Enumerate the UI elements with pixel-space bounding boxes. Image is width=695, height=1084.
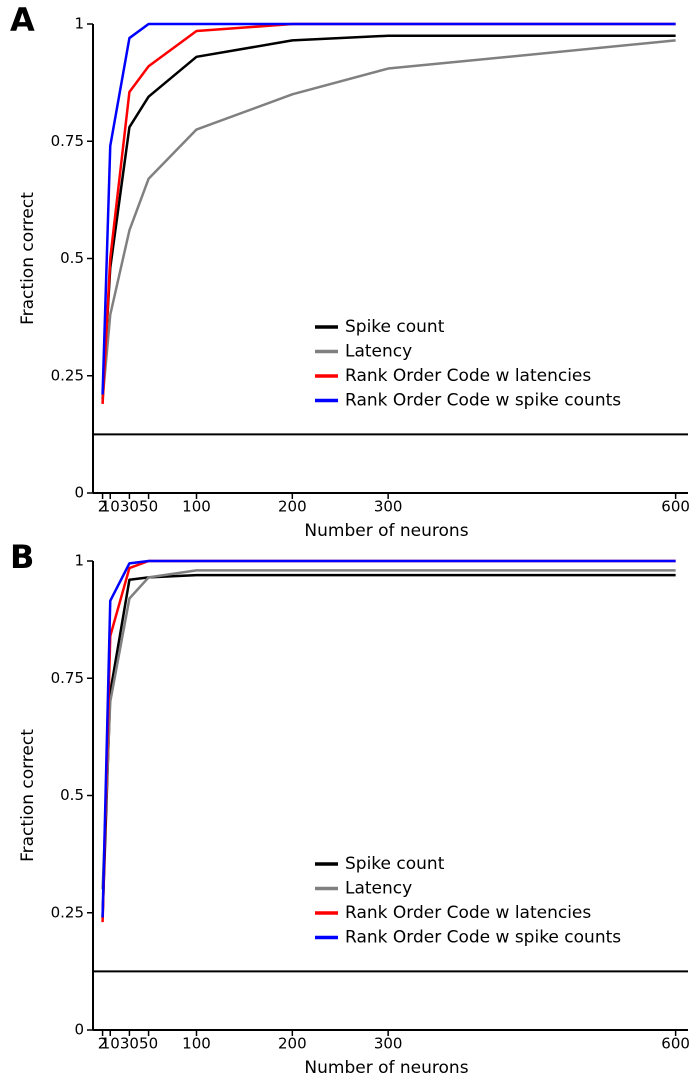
x-tick-label: 10: [101, 498, 120, 516]
y-axis-label: Fraction correct: [18, 729, 38, 862]
series-line: [101, 569, 676, 890]
y-tick-label: 0.75: [51, 669, 84, 687]
series-line: [101, 34, 676, 400]
y-tick-label: 0.5: [60, 249, 84, 267]
legend-label: Rank Order Code w spike counts: [345, 391, 621, 411]
y-tick-label: 0.25: [51, 366, 84, 384]
x-tick-label: 200: [278, 498, 307, 516]
x-tick-label: 2: [98, 1035, 108, 1053]
legend-label: Rank Order Code w latencies: [345, 903, 591, 923]
y-tick-label: 1: [74, 15, 84, 33]
series-line: [101, 22, 676, 395]
y-tick-label: 0.75: [51, 132, 84, 150]
x-tick-label: 10: [101, 1035, 120, 1053]
x-tick-label: 2: [98, 498, 108, 516]
x-tick-label: 30: [120, 1035, 139, 1053]
x-tick-label: 600: [661, 498, 690, 516]
legend-label: Latency: [345, 342, 412, 362]
y-tick-label: 1: [74, 552, 84, 570]
x-tick-label: 50: [139, 498, 158, 516]
x-tick-label: 300: [374, 498, 403, 516]
y-tick-label: 0.25: [51, 903, 84, 921]
x-tick-label: 200: [278, 1035, 307, 1053]
series-line: [101, 39, 676, 400]
legend-label: Spike count: [345, 854, 445, 874]
y-axis-label: Fraction correct: [18, 192, 38, 325]
x-tick-label: 100: [182, 498, 211, 516]
x-axis-label: Number of neurons: [304, 1058, 468, 1078]
legend-label: Rank Order Code w latencies: [345, 366, 591, 386]
x-tick-label: 30: [120, 498, 139, 516]
series-line: [101, 559, 676, 918]
y-tick-label: 0: [74, 1021, 84, 1039]
x-tick-label: 600: [661, 1035, 690, 1053]
x-tick-label: 50: [139, 1035, 158, 1053]
legend-label: Latency: [345, 879, 412, 899]
legend-label: Rank Order Code w spike counts: [345, 928, 621, 948]
y-tick-label: 0: [74, 484, 84, 502]
legend-label: Spike count: [345, 317, 445, 337]
panel-label: B: [10, 538, 34, 576]
series-line: [101, 573, 676, 918]
y-tick-label: 0.5: [60, 786, 84, 804]
x-tick-label: 100: [182, 1035, 211, 1053]
x-tick-label: 300: [374, 1035, 403, 1053]
x-axis-label: Number of neurons: [304, 521, 468, 541]
panel-label: A: [10, 1, 35, 39]
